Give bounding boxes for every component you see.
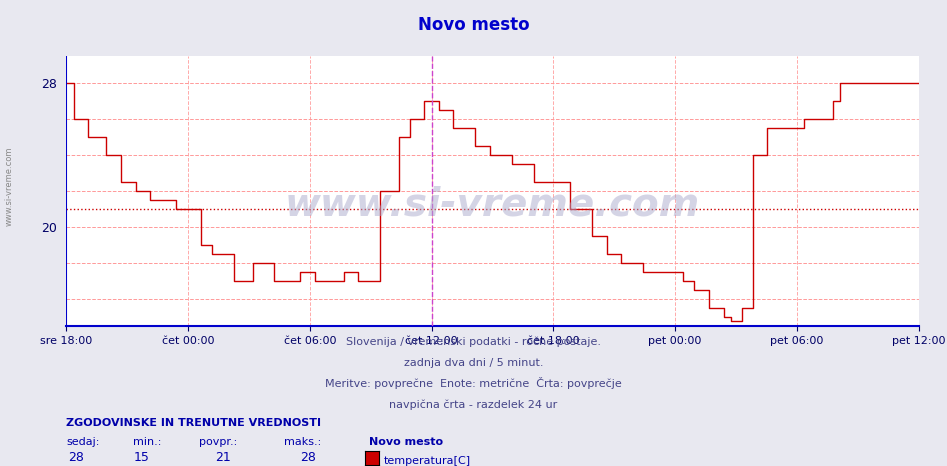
Text: zadnja dva dni / 5 minut.: zadnja dva dni / 5 minut. (403, 358, 544, 368)
Text: 15: 15 (134, 452, 150, 464)
Text: navpična črta - razdelek 24 ur: navpična črta - razdelek 24 ur (389, 399, 558, 410)
Text: 21: 21 (215, 452, 230, 464)
Text: 28: 28 (300, 452, 315, 464)
Text: Meritve: povprečne  Enote: metrične  Črta: povprečje: Meritve: povprečne Enote: metrične Črta:… (325, 377, 622, 389)
Text: temperatura[C]: temperatura[C] (384, 456, 471, 466)
Text: Novo mesto: Novo mesto (418, 16, 529, 34)
Text: maks.:: maks.: (284, 437, 321, 447)
Text: povpr.:: povpr.: (199, 437, 237, 447)
Text: 28: 28 (68, 452, 83, 464)
Text: min.:: min.: (133, 437, 161, 447)
Text: ZGODOVINSKE IN TRENUTNE VREDNOSTI: ZGODOVINSKE IN TRENUTNE VREDNOSTI (66, 418, 321, 428)
Text: Novo mesto: Novo mesto (369, 437, 443, 447)
Text: sedaj:: sedaj: (66, 437, 99, 447)
Text: Slovenija / vremenski podatki - ročne postaje.: Slovenija / vremenski podatki - ročne po… (346, 336, 601, 347)
Text: www.si-vreme.com: www.si-vreme.com (285, 185, 700, 224)
Text: www.si-vreme.com: www.si-vreme.com (5, 147, 14, 226)
